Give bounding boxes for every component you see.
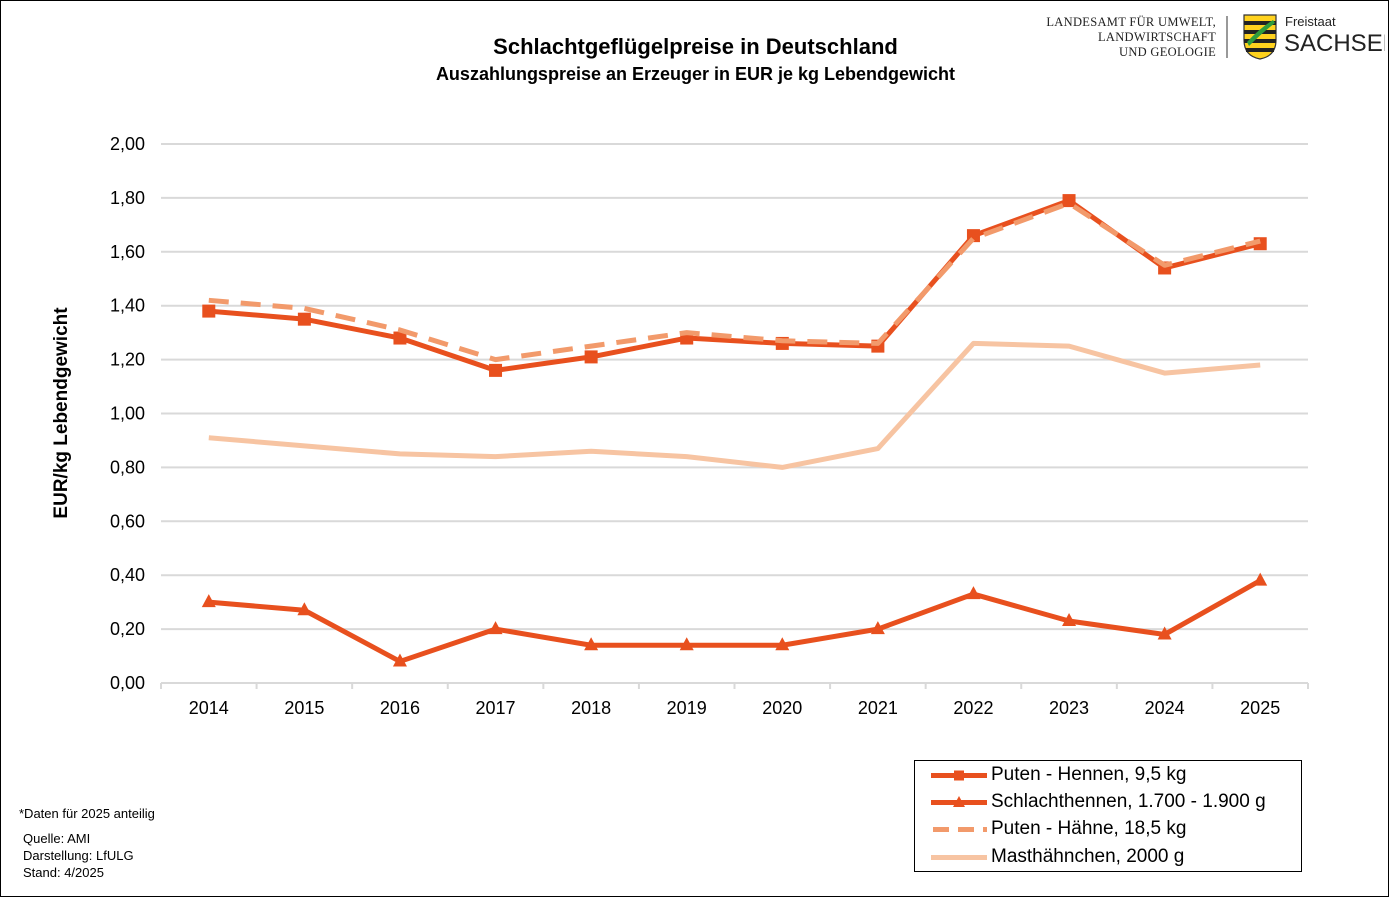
legend-label-masthaehnchen: Masthähnchen, 2000 g — [991, 846, 1185, 867]
x-axis: 2014 2015 2016 2017 2018 2019 2020 2021 2022 2023… — [160, 682, 1309, 718]
y-tick-label: 1,80 — [110, 188, 145, 208]
coat-of-arms-icon — [1243, 14, 1277, 60]
data-point-triangle — [870, 621, 885, 635]
legend-label-puten-hennen: Puten - Hennen, 9,5 kg — [991, 764, 1187, 785]
x-tick-label: 2018 — [571, 698, 611, 718]
data-point-triangle — [488, 621, 503, 635]
y-tick-label: 0,20 — [110, 619, 145, 639]
data-point-square — [202, 304, 216, 318]
x-tick-label: 2021 — [858, 698, 898, 718]
org-line-2: LANDWIRTSCHAFT — [1098, 30, 1216, 44]
y-axis-label: EUR/kg Lebendgewicht — [51, 307, 72, 519]
x-tick-label: 2023 — [1049, 698, 1089, 718]
series-group — [201, 194, 1268, 667]
x-tick-label: 2016 — [380, 698, 420, 718]
data-point-triangle — [201, 594, 216, 608]
x-tick-label: 2015 — [284, 698, 324, 718]
data-point-square — [297, 312, 311, 326]
x-tick-label: 2024 — [1145, 698, 1185, 718]
state-big-text: SACHSEN — [1284, 30, 1385, 57]
data-point-triangle — [679, 637, 694, 651]
credit-line: Darstellung: LfULG — [23, 848, 134, 863]
legend: Puten - Hennen, 9,5 kg Schlachthennen, 1… — [914, 760, 1302, 872]
series-line — [208, 200, 1261, 363]
y-axis-ticks: 0,00 0,20 0,40 0,60 0,80 1,00 1,20 1,40 1,60 1,80… — [110, 134, 145, 693]
data-point-triangle — [1157, 626, 1172, 640]
x-tick-label: 2019 — [667, 698, 707, 718]
data-point-triangle — [584, 637, 599, 651]
data-point-square — [1062, 194, 1076, 208]
lfulg-logo: LANDESAMT FÜR UMWELT, LANDWIRTSCHAFT UND… — [1046, 14, 1385, 60]
org-line-3: UND GEOLOGIE — [1119, 45, 1216, 59]
grid-lines — [161, 143, 1308, 631]
legend-swatch-schlachthennen — [931, 796, 987, 807]
legend-swatch-puten-haehne — [933, 827, 987, 832]
source-line: Quelle: AMI — [23, 831, 91, 846]
y-tick-label: 1,60 — [110, 242, 145, 262]
data-point-square — [489, 363, 503, 377]
y-tick-label: 1,20 — [110, 350, 145, 370]
date-line: Stand: 4/2025 — [23, 865, 104, 880]
y-tick-label: 1,00 — [110, 404, 145, 424]
legend-item-masthaehnchen: Masthähnchen, 2000 g — [915, 844, 1301, 871]
legend-item-schlachthennen: Schlachthennen, 1.700 - 1.900 g — [915, 789, 1301, 816]
x-tick-label: 2020 — [762, 698, 802, 718]
x-tick-label: 2017 — [476, 698, 516, 718]
data-point-triangle — [297, 602, 312, 616]
source-block: Quelle: AMI Darstellung: LfULG Stand: 4/… — [23, 830, 134, 881]
series-line — [208, 340, 1261, 470]
legend-swatch-masthaehnchen — [931, 855, 987, 860]
y-tick-label: 0,80 — [110, 457, 145, 477]
footnote: *Daten für 2025 anteilig — [19, 806, 155, 821]
org-line-1: LANDESAMT FÜR UMWELT, — [1046, 15, 1216, 29]
data-point-square — [584, 350, 598, 364]
legend-label-schlachthennen: Schlachthennen, 1.700 - 1.900 g — [991, 791, 1266, 812]
y-tick-label: 0,40 — [110, 565, 145, 585]
data-point-triangle — [1062, 613, 1077, 627]
data-point-square — [393, 331, 407, 345]
x-tick-label: 2025 — [1240, 698, 1280, 718]
legend-swatch-puten-hennen — [931, 770, 987, 781]
chart-subtitle: Auszahlungspreise an Erzeuger in EUR je … — [435, 64, 956, 84]
y-tick-label: 2,00 — [110, 134, 145, 154]
data-point-triangle — [392, 653, 407, 667]
state-small-text: Freistaat — [1285, 14, 1336, 29]
y-tick-label: 0,60 — [110, 511, 145, 531]
y-tick-label: 1,40 — [110, 296, 145, 316]
x-tick-label: 2022 — [953, 698, 993, 718]
series-line — [208, 578, 1262, 664]
y-tick-label: 0,00 — [110, 673, 145, 693]
legend-item-puten-hennen: Puten - Hennen, 9,5 kg — [915, 762, 1301, 789]
data-point-triangle — [966, 586, 981, 600]
chart-title: Schlachtgeflügelpreise in Deutschland — [493, 34, 898, 59]
data-point-triangle — [1253, 572, 1268, 586]
legend-item-puten-haehne: Puten - Hähne, 18,5 kg — [915, 816, 1301, 843]
legend-label-puten-haehne: Puten - Hähne, 18,5 kg — [991, 818, 1187, 839]
x-tick-label: 2014 — [189, 698, 229, 718]
data-point-triangle — [775, 637, 790, 651]
